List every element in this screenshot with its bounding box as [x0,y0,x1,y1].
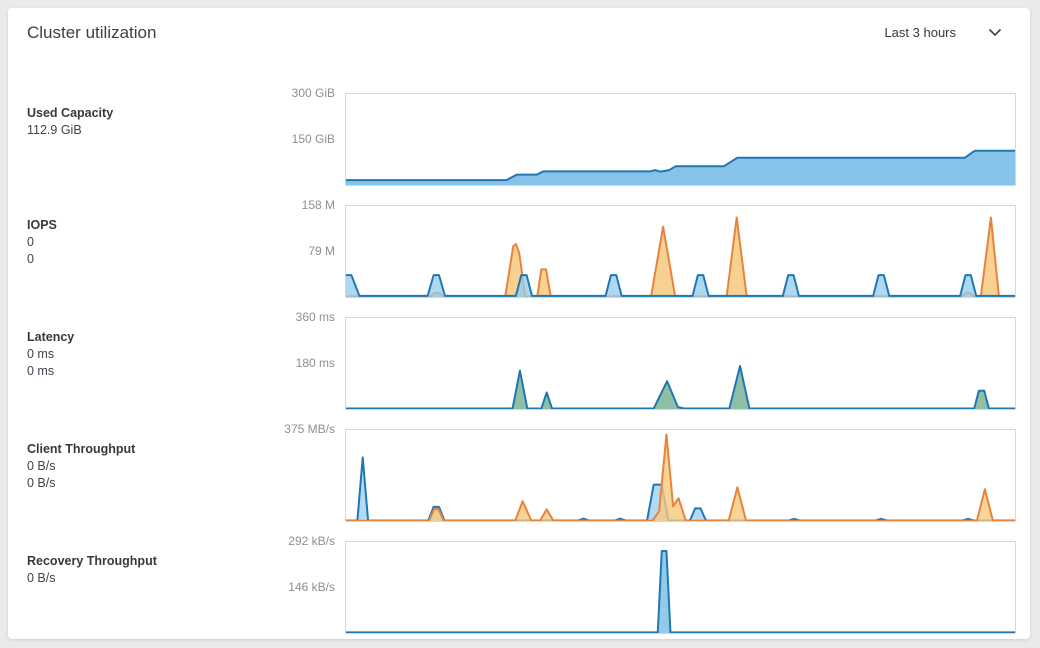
latency-chart [345,317,1016,410]
y-axis-labels: 300 GiB 150 GiB [233,86,335,186]
metric-used-capacity: Used Capacity 112.9 GiB [27,105,237,139]
metric-value: 0 B/s [27,476,56,490]
y-axis-labels: 360 ms 180 ms [233,310,335,410]
time-range-value: Last 3 hours [884,25,956,40]
metric-value: 0 B/s [27,571,56,585]
axis-tick-mid: 180 ms [295,356,335,370]
metric-latency: Latency 0 ms 0 ms [27,329,237,380]
time-range-dropdown[interactable]: Last 3 hours [884,25,1002,40]
metric-title: Latency [27,330,75,344]
y-axis-labels: 158 M 79 M [233,198,335,298]
axis-tick-top: 300 GiB [291,86,335,100]
axis-tick-top: 158 M [301,198,335,212]
metric-value: 0 [27,252,34,266]
metric-value: 0 B/s [27,459,56,473]
axis-tick-mid: 79 M [308,244,335,258]
axis-tick-top: 360 ms [295,310,335,324]
axis-tick-mid: 146 kB/s [288,580,335,594]
chevron-down-icon [988,28,1002,37]
cluster-utilization-card: Cluster utilization Last 3 hours Used Ca… [8,8,1030,639]
axis-tick-top: 375 MB/s [284,422,335,436]
metric-value: 112.9 GiB [27,123,82,137]
metric-title: Recovery Throughput [27,554,157,568]
axis-tick-mid: 150 GiB [291,132,335,146]
page-title: Cluster utilization [27,23,157,42]
metric-value: 0 ms [27,347,55,361]
used-capacity-chart [345,93,1016,186]
metric-title: Used Capacity [27,106,114,120]
axis-tick-top: 292 kB/s [288,534,335,548]
iops-chart [345,205,1016,298]
metric-value: 0 [27,235,34,249]
client-throughput-chart [345,429,1016,522]
metric-iops: IOPS 0 0 [27,217,237,268]
y-axis-labels: 292 kB/s 146 kB/s [233,534,335,634]
metric-recovery-throughput: Recovery Throughput 0 B/s [27,553,237,587]
recovery-throughput-chart [345,541,1016,634]
metric-title: IOPS [27,218,57,232]
metric-title: Client Throughput [27,442,136,456]
y-axis-labels: 375 MB/s [233,422,335,522]
metric-client-throughput: Client Throughput 0 B/s 0 B/s [27,441,237,492]
metric-value: 0 ms [27,364,55,378]
